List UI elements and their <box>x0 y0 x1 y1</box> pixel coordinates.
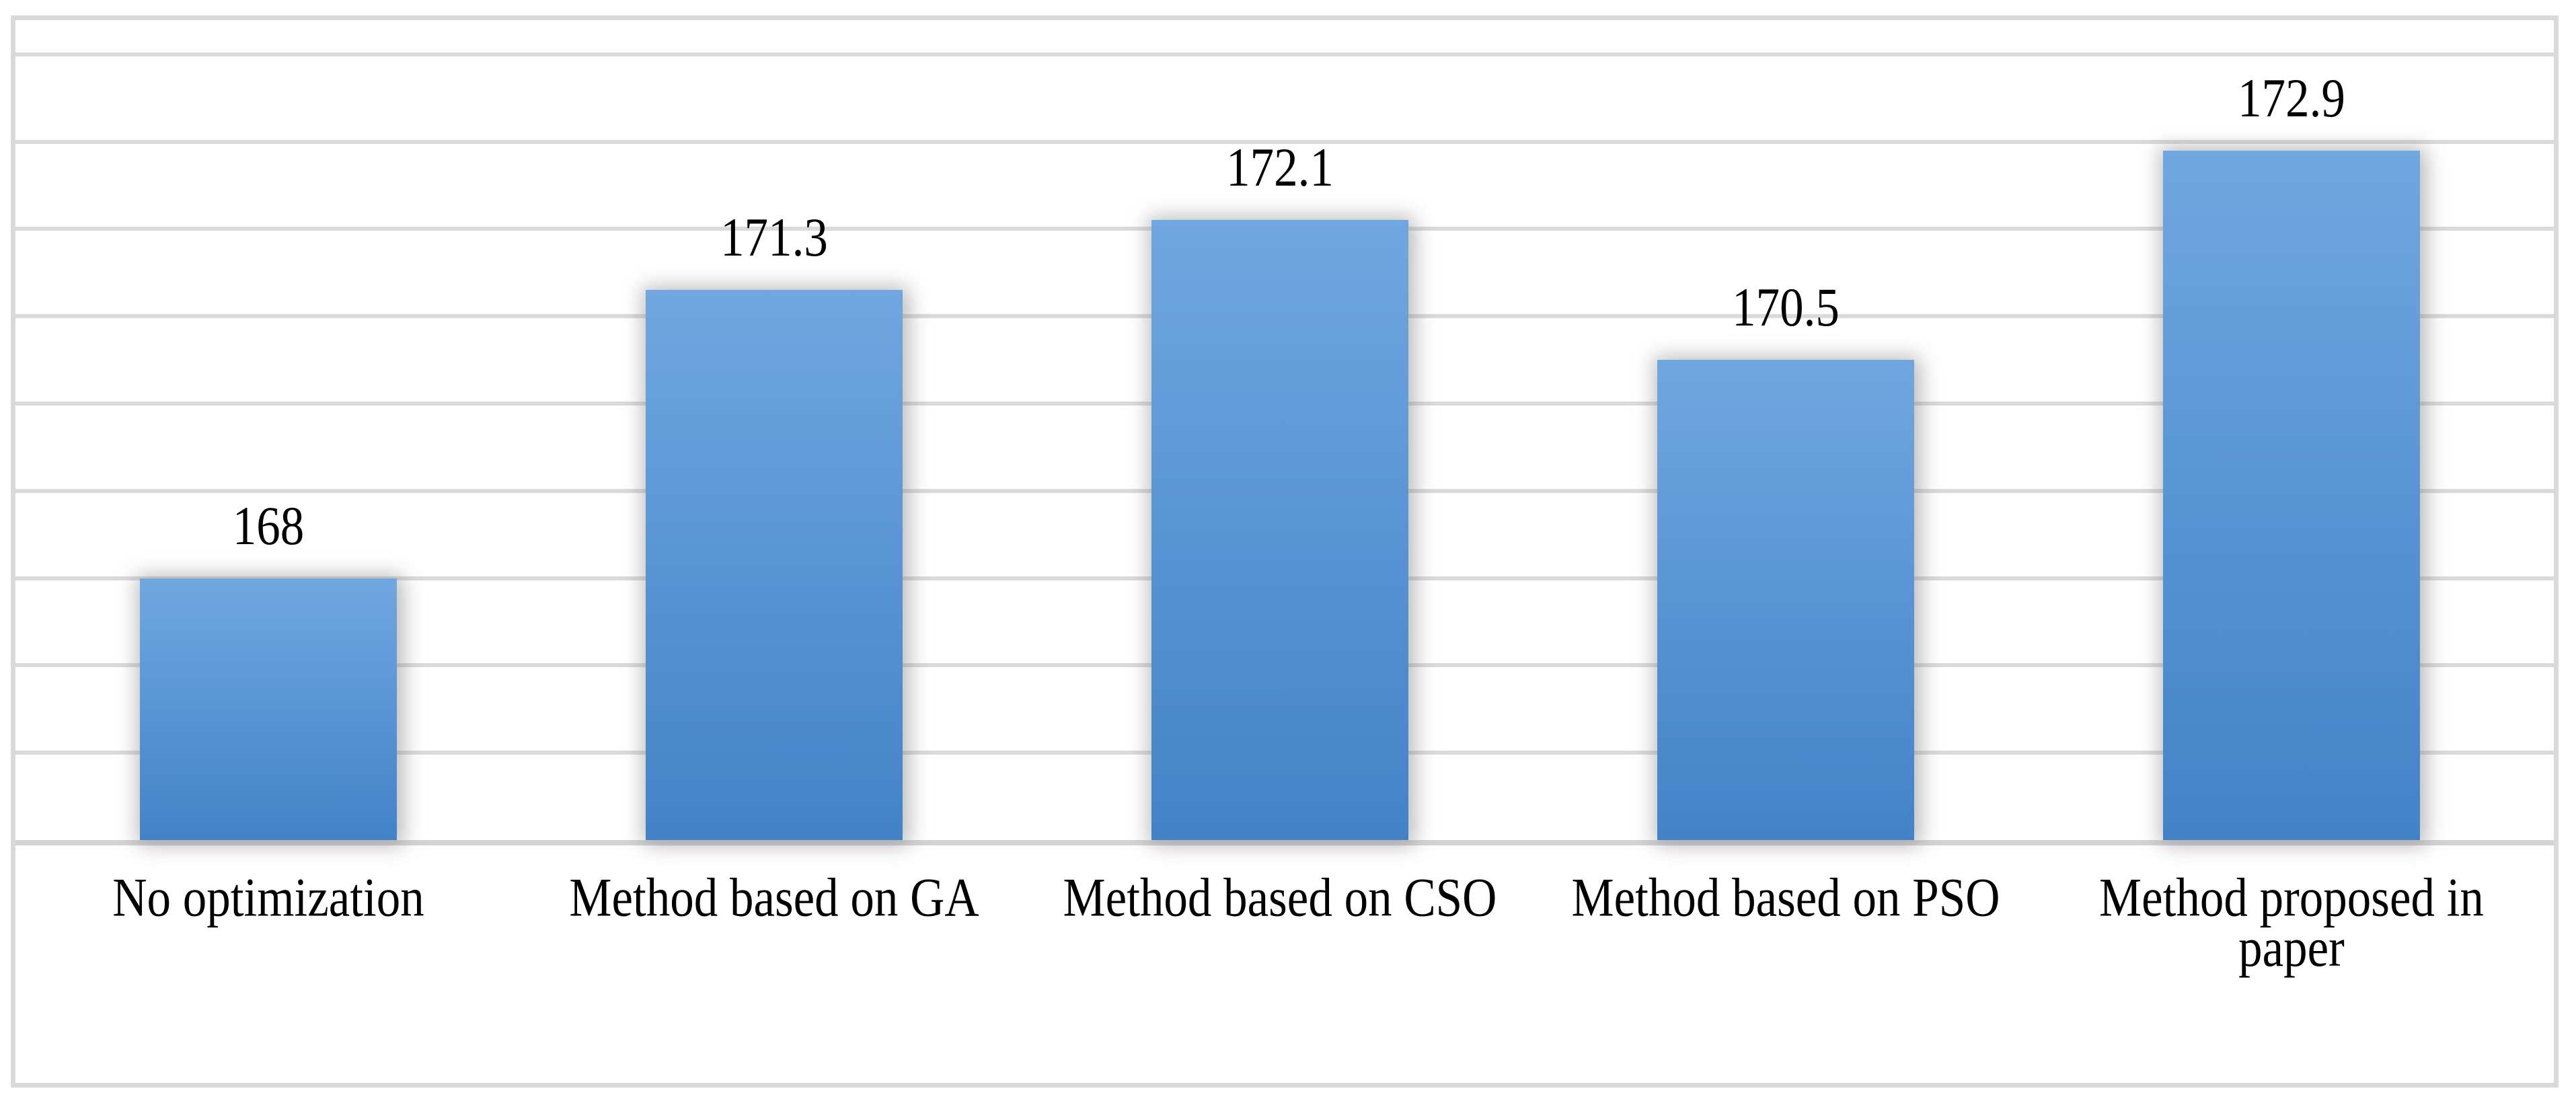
chart-frame: 168 No optimization 171.3 Method based on G… <box>11 15 2559 1088</box>
bar <box>2163 150 2420 840</box>
bar-value-label: 172.9 <box>2090 71 2493 126</box>
category-label-text: No optimization <box>112 867 424 928</box>
bar-value-text: 172.1 <box>1226 138 1334 198</box>
bar <box>1657 360 1914 840</box>
bar-value-text: 170.5 <box>1732 277 1840 338</box>
gridline <box>15 52 2554 56</box>
bar-value-label: 168 <box>67 498 470 554</box>
category-label-text: Method proposed in paper <box>2099 867 2484 979</box>
category-label: Method based on CSO <box>1045 870 1515 925</box>
bar-value-text: 172.9 <box>2238 68 2345 129</box>
category-label: Method based on GA <box>539 870 1010 925</box>
bar-value-label: 171.3 <box>572 211 976 266</box>
category-label-text: Method based on PSO <box>1571 867 2000 928</box>
gridline <box>15 139 2554 144</box>
x-axis-line <box>15 840 2554 845</box>
category-label: No optimization <box>33 870 504 925</box>
category-label: Method based on PSO <box>1550 870 2021 925</box>
category-label-text: Method based on CSO <box>1063 867 1497 928</box>
category-label: Method proposed in paper <box>2056 870 2527 976</box>
bar-value-label: 170.5 <box>1584 280 1987 336</box>
bar-value-label: 172.1 <box>1078 141 1482 196</box>
bar <box>646 290 903 840</box>
bar-value-text: 171.3 <box>720 208 828 268</box>
plot-area: 168 No optimization 171.3 Method based on G… <box>15 20 2554 1083</box>
bar <box>140 578 397 840</box>
category-label-text: Method based on GA <box>569 867 979 928</box>
bar-value-text: 168 <box>232 496 305 557</box>
bar <box>1151 220 1408 840</box>
